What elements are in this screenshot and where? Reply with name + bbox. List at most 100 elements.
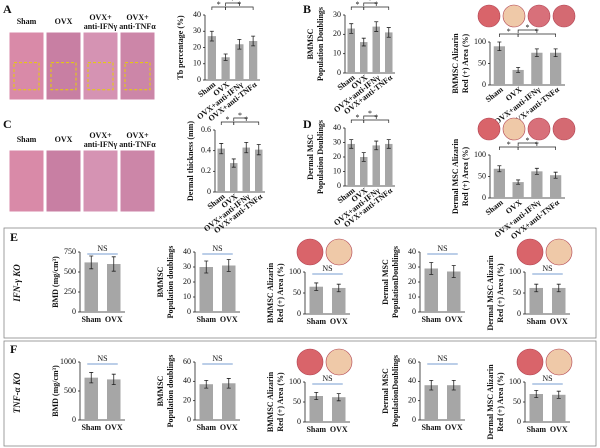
y-tick-label: 0 xyxy=(297,309,301,318)
y-tick-label: 20 xyxy=(333,152,341,161)
significance-mark: * xyxy=(507,140,511,149)
error-bar xyxy=(361,37,366,47)
bar xyxy=(529,394,543,422)
significance-mark: * xyxy=(526,136,530,145)
bar xyxy=(222,265,236,312)
y-tick-label: 30 xyxy=(183,262,191,271)
histology-image xyxy=(8,149,45,213)
y-axis-label: Red (+) Area (%) xyxy=(496,263,505,323)
roi-box xyxy=(13,62,40,91)
stain-well xyxy=(552,4,576,28)
y-tick-label: 500 xyxy=(64,386,76,395)
y-tick-label: 50 xyxy=(478,58,486,67)
significance-mark: * xyxy=(238,111,242,120)
y-tick-label: 0 xyxy=(297,417,301,426)
significance-mark: * xyxy=(217,0,221,9)
y-tick-label: 60 xyxy=(408,357,416,366)
error-bar xyxy=(497,165,502,173)
x-tick-label: Sham xyxy=(421,315,441,324)
x-tick-label: OVX xyxy=(330,317,348,326)
image-label: anti-IFNγ xyxy=(84,140,118,149)
stain-well xyxy=(502,4,526,28)
y-tick-label: 20 xyxy=(183,395,191,404)
histology-image xyxy=(82,149,119,213)
y-tick-label: 10 xyxy=(333,48,341,57)
y-tick-label: 100 xyxy=(289,267,301,276)
x-tick-label: OVX xyxy=(220,423,238,432)
ns-label: NS xyxy=(437,244,447,253)
bar xyxy=(309,396,323,422)
error-bar xyxy=(516,179,521,185)
significance-mark: * xyxy=(368,0,372,5)
error-bar xyxy=(361,152,366,162)
x-tick-label: Sham xyxy=(484,85,505,104)
bar xyxy=(347,28,355,73)
bar xyxy=(531,52,543,85)
y-tick-label: 60 xyxy=(183,357,191,366)
bar xyxy=(360,157,368,186)
y-axis-label: Population doublings xyxy=(166,246,175,319)
y-axis-label: BMMSC xyxy=(156,266,165,297)
bar xyxy=(249,41,258,80)
x-tick-label: OVX xyxy=(220,315,238,324)
y-axis-label: Dermal MSC Alizarin xyxy=(451,138,460,214)
bar xyxy=(107,264,121,312)
y-axis-label: BMMSC Alizarin xyxy=(266,371,275,432)
y-tick-label: 0.2 xyxy=(201,166,211,175)
y-tick-label: 100 xyxy=(509,377,521,386)
panel-letter: E xyxy=(10,230,18,244)
bar xyxy=(385,143,393,186)
stain-well xyxy=(516,348,544,376)
roi-box xyxy=(124,62,151,91)
bar xyxy=(107,379,121,420)
stain-well xyxy=(502,117,526,141)
y-axis-label: Dermal MSC Alizarin xyxy=(486,255,495,331)
bar xyxy=(529,287,543,314)
y-tick-label: 0 xyxy=(187,307,191,316)
bar xyxy=(230,163,238,192)
panel-letter: F xyxy=(10,342,17,356)
error-bar xyxy=(556,283,561,293)
error-bar xyxy=(237,38,242,50)
error-bar xyxy=(231,158,236,168)
panel-letter: A xyxy=(3,2,12,16)
image-label: anti-IFNγ xyxy=(84,22,118,31)
x-tick-label: Sham xyxy=(526,425,546,434)
x-tick-label: OVX xyxy=(330,425,348,434)
y-tick-label: 0 xyxy=(482,193,486,202)
histology-image xyxy=(119,149,156,213)
genotype-label: IFN-γ KO xyxy=(12,264,22,303)
error-bar xyxy=(219,143,224,155)
y-tick-label: 10 xyxy=(183,292,191,301)
bar xyxy=(84,377,98,420)
ns-label: NS xyxy=(542,264,552,273)
y-tick-label: 40 xyxy=(183,247,191,256)
x-tick-label: Sham xyxy=(526,317,546,326)
bar xyxy=(493,46,505,85)
error-bar xyxy=(534,390,539,398)
bar xyxy=(552,287,566,314)
bar xyxy=(447,385,461,420)
y-axis-label: PopulationDoublings xyxy=(391,355,400,427)
panel-e-frame xyxy=(3,227,597,339)
stain-well xyxy=(527,4,551,28)
error-bar xyxy=(336,393,341,402)
y-tick-label: 0 xyxy=(72,307,76,316)
histology-image xyxy=(45,149,82,213)
y-tick-label: 0 xyxy=(482,80,486,89)
significance-mark: * xyxy=(374,113,378,122)
error-bar xyxy=(226,378,231,389)
bar xyxy=(372,145,380,186)
y-tick-label: 10 xyxy=(408,292,416,301)
y-tick-label: 0 xyxy=(337,68,341,77)
error-bar xyxy=(386,139,391,149)
y-tick-label: 10 xyxy=(193,59,201,68)
significance-mark: * xyxy=(237,0,241,9)
ns-label: NS xyxy=(212,244,222,253)
image-label: Sham xyxy=(17,17,37,26)
ns-label: NS xyxy=(322,374,332,383)
y-tick-label: 0.6 xyxy=(201,125,211,134)
significance-bracket xyxy=(363,2,377,6)
error-bar xyxy=(386,27,391,38)
roi-box xyxy=(50,62,77,91)
